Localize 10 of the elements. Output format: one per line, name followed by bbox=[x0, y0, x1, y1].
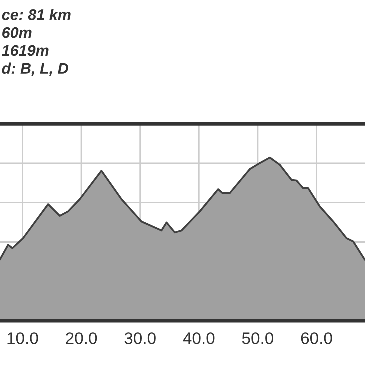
text: d: B, L, D bbox=[2, 62, 68, 76]
x-tick-label: 60.0 bbox=[301, 332, 332, 344]
x-tick-label: 20.0 bbox=[66, 332, 98, 344]
x-tick-label: 50.0 bbox=[242, 332, 274, 344]
x-tick-label: 10.0 bbox=[8, 332, 38, 344]
text: 1619m bbox=[2, 45, 49, 56]
x-tick-label: 30.0 bbox=[124, 332, 156, 344]
text: ce: 81 km bbox=[2, 9, 71, 20]
x-tick-label: 40.0 bbox=[183, 332, 215, 344]
text: 60m bbox=[2, 27, 32, 38]
